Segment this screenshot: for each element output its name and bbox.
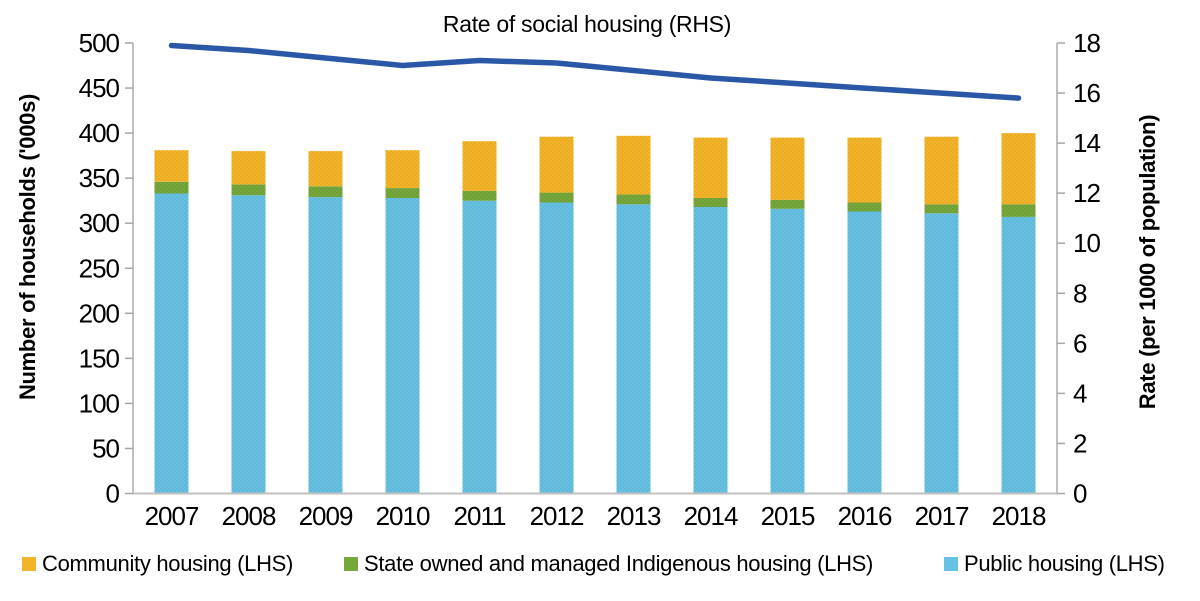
bar-state-2018 (1001, 204, 1036, 217)
bar-community-2008 (231, 151, 266, 185)
y-left-tick-label-300: 300 (79, 208, 120, 238)
x-tick-label-2013: 2013 (607, 501, 661, 531)
bar-state-2007 (154, 181, 189, 194)
bar-public-2014 (693, 207, 728, 494)
bar-public-2013 (616, 204, 651, 494)
legend-item-somih: State owned and managed Indigenous housi… (344, 548, 873, 580)
y-left-tick-label-0: 0 (106, 479, 120, 509)
bar-community-2017 (924, 136, 959, 205)
y-right-tick-label-16: 16 (1073, 78, 1100, 108)
bar-community-2009 (308, 151, 343, 187)
y-right-tick-label-18: 18 (1073, 28, 1100, 58)
y-right-tick-label-2: 2 (1073, 428, 1087, 458)
bar-state-2008 (231, 184, 266, 196)
bar-state-2016 (847, 202, 882, 212)
left-axis-title: Number of households ('000s) (15, 93, 40, 401)
legend-swatch-somih (344, 557, 358, 571)
chart-title: Rate of social housing (RHS) (442, 11, 732, 37)
bar-public-2010 (385, 198, 420, 494)
bar-state-2013 (616, 194, 651, 205)
bar-community-2011 (462, 141, 497, 191)
legend-label-somih: State owned and managed Indigenous housi… (364, 551, 874, 576)
bar-community-2010 (385, 150, 420, 188)
bar-state-2011 (462, 190, 497, 201)
bar-community-2014 (693, 137, 728, 198)
bar-state-2017 (924, 204, 959, 214)
y-right-tick-label-0: 0 (1073, 479, 1087, 509)
bar-public-2017 (924, 213, 959, 494)
x-tick-label-2012: 2012 (530, 501, 584, 531)
bar-state-2009 (308, 186, 343, 198)
bar-public-2007 (154, 193, 189, 494)
y-right-tick-label-4: 4 (1073, 378, 1087, 408)
x-tick-label-2008: 2008 (222, 501, 276, 531)
legend-swatch-public-housing (944, 557, 958, 571)
y-left-tick-label-250: 250 (79, 253, 120, 283)
legend-label-public-housing: Public housing (LHS) (964, 551, 1165, 576)
y-right-tick-label-14: 14 (1073, 128, 1100, 158)
legend: Community housing (LHS) State owned and … (0, 548, 1200, 580)
x-tick-label-2017: 2017 (915, 501, 969, 531)
bar-public-2018 (1001, 216, 1036, 494)
bar-public-2015 (770, 208, 805, 494)
x-tick-label-2016: 2016 (838, 501, 892, 531)
bar-public-2008 (231, 195, 266, 494)
y-left-tick-label-500: 500 (79, 28, 120, 58)
y-right-tick-label-8: 8 (1073, 278, 1087, 308)
legend-swatch-community-housing (22, 557, 36, 571)
bar-community-2013 (616, 135, 651, 195)
x-tick-label-2011: 2011 (454, 501, 506, 531)
y-left-tick-label-50: 50 (92, 433, 119, 463)
bar-state-2010 (385, 188, 420, 198)
bar-community-2015 (770, 137, 805, 200)
legend-item-public-housing: Public housing (LHS) (944, 548, 1165, 580)
bar-state-2014 (693, 198, 728, 207)
bar-public-2011 (462, 200, 497, 494)
bar-community-2018 (1001, 133, 1036, 205)
y-right-tick-label-6: 6 (1073, 328, 1087, 358)
x-tick-label-2009: 2009 (299, 501, 353, 531)
x-tick-label-2018: 2018 (992, 501, 1046, 531)
legend-item-community-housing: Community housing (LHS) (22, 548, 293, 580)
bar-public-2009 (308, 197, 343, 494)
y-left-tick-label-100: 100 (79, 388, 120, 418)
y-left-tick-label-350: 350 (79, 163, 120, 193)
bar-public-2016 (847, 211, 882, 494)
bar-state-2012 (539, 192, 574, 203)
legend-label-community-housing: Community housing (LHS) (42, 551, 294, 576)
bar-community-2007 (154, 150, 189, 182)
rate-line (168, 42, 1022, 101)
bar-community-2012 (539, 136, 574, 193)
x-tick-label-2014: 2014 (684, 501, 738, 531)
y-left-tick-label-200: 200 (79, 298, 120, 328)
x-tick-label-2015: 2015 (761, 501, 815, 531)
bar-state-2015 (770, 199, 805, 209)
right-axis-title: Rate (per 1000 of population) (1135, 114, 1160, 410)
y-left-tick-label-150: 150 (79, 343, 120, 373)
y-right-tick-label-10: 10 (1073, 228, 1100, 258)
x-tick-label-2010: 2010 (376, 501, 430, 531)
x-tick-label-2007: 2007 (145, 501, 199, 531)
bar-public-2012 (539, 202, 574, 494)
y-right-tick-label-12: 12 (1073, 178, 1100, 208)
y-left-tick-label-400: 400 (79, 118, 120, 148)
bar-community-2016 (847, 137, 882, 203)
y-left-tick-label-450: 450 (79, 73, 120, 103)
